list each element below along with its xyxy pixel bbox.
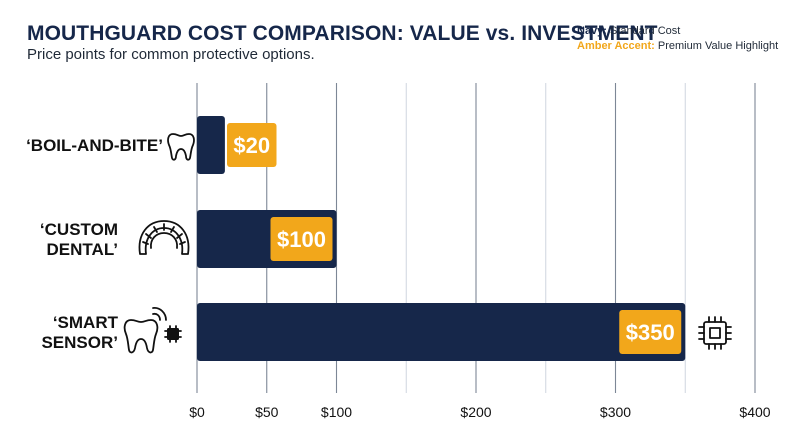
- category-label: ‘BOIL-AND-BITE’: [26, 136, 163, 155]
- category-label: ‘CUSTOM DENTAL’: [40, 220, 118, 259]
- category-label-line: ‘SMART: [53, 313, 119, 332]
- x-tick-label: $0: [189, 404, 205, 420]
- value-badge: [227, 123, 277, 167]
- bar: [197, 116, 225, 174]
- x-tick-label: $300: [600, 404, 631, 420]
- value-label: $20: [233, 133, 270, 158]
- category-label-line: ‘BOIL-AND-BITE’: [26, 136, 163, 155]
- x-tick-label: $50: [255, 404, 279, 420]
- bar: [197, 303, 686, 361]
- legend-key-amber: Amber Accent:: [577, 40, 655, 52]
- category-labels: ‘BOIL-AND-BITE’ ‘CUSTOM DENTAL’ ‘SMART SENSO…: [26, 136, 163, 352]
- legend-key-navy: Navy:: [577, 25, 607, 37]
- smart-tooth-icon: [123, 307, 182, 354]
- x-tick-label: $100: [321, 404, 352, 420]
- x-tick-label: $400: [739, 404, 770, 420]
- value-label: $350: [626, 320, 675, 345]
- chart-title: MOUTHGUARD COST COMPARISON: VALUE vs. IN…: [27, 22, 658, 45]
- chip-icon: [698, 316, 732, 350]
- legend-text-navy: Standard Cost: [610, 25, 681, 37]
- legend-text-amber: Premium Value Highlight: [657, 40, 779, 52]
- category-label: ‘SMART SENSOR’: [41, 313, 118, 352]
- category-label-line: ‘CUSTOM: [40, 220, 118, 239]
- category-label-line: DENTAL’: [47, 240, 118, 259]
- chart-subtitle: Price points for common protective optio…: [27, 46, 315, 63]
- tooth-icon: [167, 133, 195, 161]
- category-label-line: SENSOR’: [41, 333, 118, 352]
- x-axis-ticks: $0 $50 $100 $200 $300 $400: [189, 404, 771, 420]
- bars: $20 $100 $350: [197, 116, 686, 361]
- value-badge: [619, 310, 682, 354]
- dental-arch-icon: [138, 220, 190, 255]
- x-tick-label: $200: [460, 404, 491, 420]
- legend-item-navy: Navy: Standard Cost: [577, 24, 778, 39]
- value-label: $100: [277, 227, 326, 252]
- value-badge: [270, 217, 333, 261]
- legend: Navy: Standard Cost Amber Accent: Premiu…: [577, 24, 778, 54]
- legend-item-amber: Amber Accent: Premium Value Highlight: [577, 39, 778, 54]
